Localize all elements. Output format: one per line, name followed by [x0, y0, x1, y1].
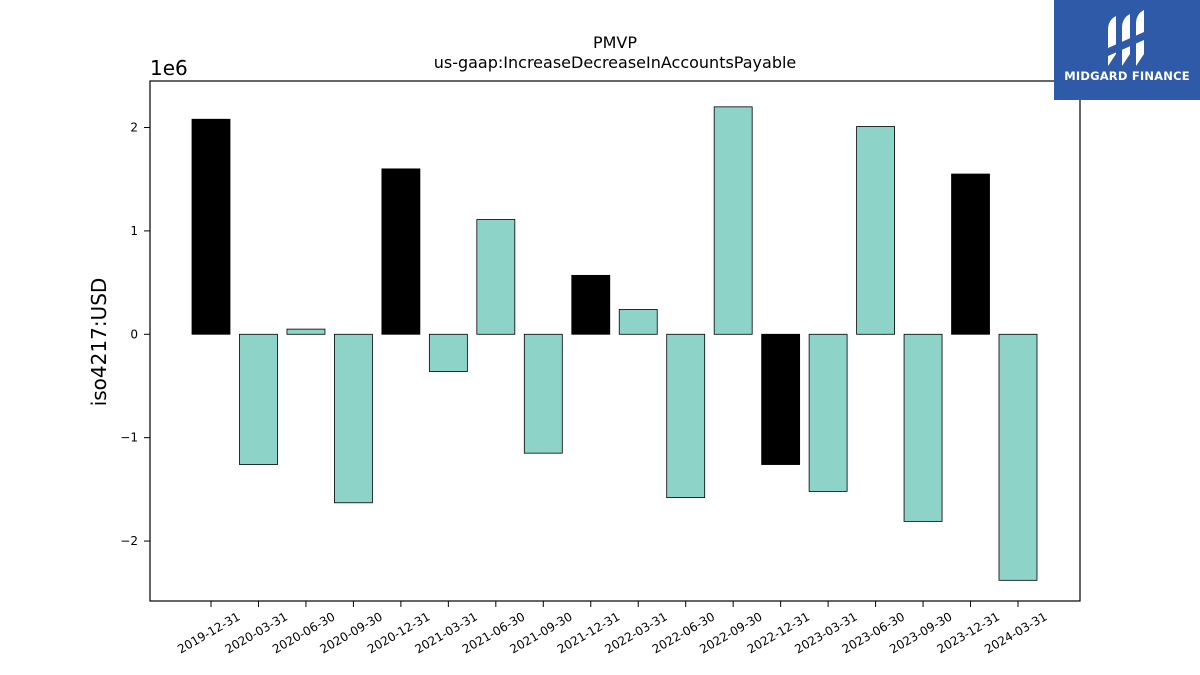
brand-name: MIDGARD FINANCE	[1064, 69, 1190, 83]
bar-2024-03-31	[998, 333, 1038, 581]
x-ticks-group: 2019-12-312020-03-312020-06-302020-09-30…	[175, 601, 1050, 656]
brand-logo: MIDGARD FINANCE	[1054, 0, 1200, 100]
y-tick-label: 0	[130, 327, 138, 341]
plot-frame	[149, 80, 1081, 602]
bar-2023-03-31	[808, 333, 848, 492]
y-tick-label: −2	[120, 534, 138, 548]
bar-2021-03-31	[428, 333, 468, 372]
bar-2022-12-31	[761, 333, 801, 465]
y-tick-label: −1	[120, 431, 138, 445]
bar-2022-06-30	[666, 333, 706, 499]
bar-2021-12-31	[571, 274, 611, 335]
bar-2022-09-30	[713, 106, 753, 335]
bar-2020-06-30	[286, 328, 326, 335]
bar-2020-03-31	[239, 333, 278, 465]
bar-2022-03-31	[618, 309, 658, 335]
bar-2023-06-30	[856, 126, 895, 335]
y-ticks-group: −2 −1 0 1 2	[120, 121, 150, 548]
y-axis-label: iso4217:USD	[87, 278, 111, 407]
chart-title: PMVP	[593, 33, 637, 52]
brand-mark-icon	[1108, 10, 1144, 66]
chart-subtitle: us-gaap:IncreaseDecreaseInAccountsPayabl…	[434, 53, 797, 72]
y-tick-label: 1	[130, 224, 138, 238]
bar-2020-12-31	[381, 168, 421, 335]
bar-2019-12-31	[191, 118, 231, 335]
bars-group	[191, 106, 1038, 581]
bar-2020-09-30	[334, 333, 373, 504]
y-tick-label: 2	[130, 121, 138, 135]
bar-2021-06-30	[476, 219, 516, 335]
bar-2021-09-30	[523, 333, 563, 454]
bar-2023-12-31	[951, 173, 990, 335]
y-scale-label: 1e6	[150, 56, 188, 80]
bar-2023-09-30	[903, 333, 943, 522]
